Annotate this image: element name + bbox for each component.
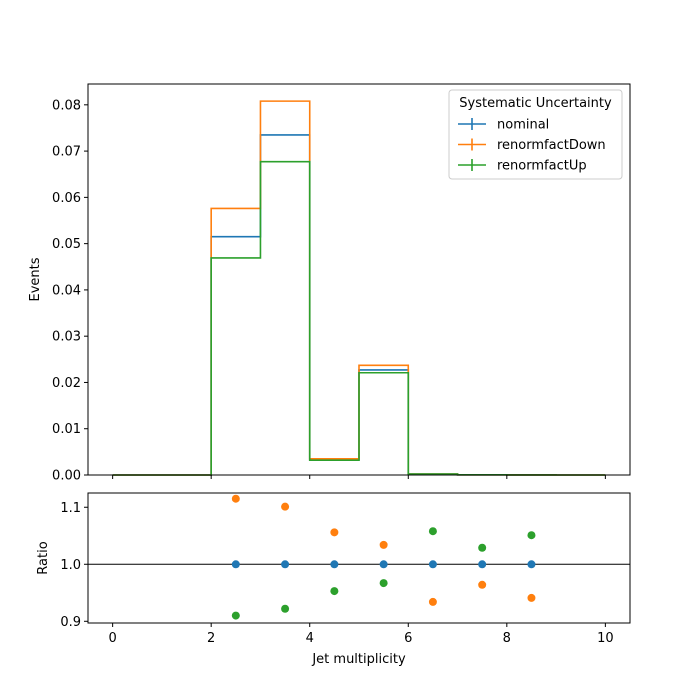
ratio-x-tick-label: 4 [306,631,314,646]
main-axes-frame [87,83,631,476]
legend-label-nominal: nominal [497,118,549,133]
ratio-x-tick-label: 0 [108,631,116,646]
ratio-point-renormfactDown [478,580,487,589]
legend: Systematic Uncertainty nominal renormfactD… [448,89,623,180]
ratio-point-renormfactDown [330,528,339,537]
main-y-tick-label: 0.00 [52,469,81,484]
ratio-point-renormfactDown [428,597,437,606]
ratio-point-nominal [379,560,388,569]
main-y-axis-label: Events [28,257,43,301]
ratio-point-nominal [281,560,290,569]
ratio-point-renormfactUp [527,531,536,540]
ratio-point-renormfactDown [231,494,240,503]
ratio-x-tick-label: 8 [503,631,511,646]
main-y-tick-label: 0.03 [52,330,81,345]
main-y-tick-label: 0.04 [52,283,81,298]
ratio-point-nominal [478,560,487,569]
ratio-point-renormfactUp [330,587,339,596]
ratio-point-renormfactDown [379,540,388,549]
legend-label-renormfactDown: renormfactDown [497,138,606,153]
ratio-point-renormfactDown [527,593,536,602]
ratio-y-tick-label: 1.0 [60,558,81,573]
histogram-renormfactUp [112,160,606,476]
legend-box [448,89,623,180]
ratio-x-axis-label: Jet multiplicity [311,652,406,667]
ratio-point-nominal [231,560,240,569]
ratio-point-renormfactUp [379,579,388,588]
ratio-axes-frame [87,492,631,624]
main-plot-panel: 0.00 0.01 0.02 0.03 0.04 0.05 0.06 0.07 0.08 Even… [28,83,631,484]
ratio-point-nominal [428,560,437,569]
main-y-tick-label: 0.05 [52,237,81,252]
ratio-x-tick-label: 6 [404,631,412,646]
ratio-y-axis-label: Ratio [36,541,51,574]
main-y-tick-label: 0.02 [52,376,81,391]
ratio-point-renormfactUp [231,611,240,620]
ratio-point-renormfactDown [281,502,290,511]
main-y-tick-label: 0.06 [52,191,81,206]
ratio-point-renormfactUp [428,527,437,536]
ratio-x-tick-label: 10 [597,631,614,646]
ratio-plot-panel: 0 2 4 6 8 10 0.9 1.0 1.1 Jet multiplicity Ratio [36,492,631,667]
ratio-point-nominal [527,560,536,569]
ratio-point-renormfactUp [478,543,487,552]
main-y-tick-label: 0.08 [52,98,81,113]
main-y-tick-label: 0.07 [52,145,81,160]
ratio-y-tick-label: 1.1 [60,501,81,516]
legend-title: Systematic Uncertainty [459,96,612,111]
ratio-point-renormfactUp [281,604,290,613]
main-y-tick-label: 0.01 [52,422,81,437]
ratio-point-nominal [330,560,339,569]
ratio-y-tick-label: 0.9 [60,615,81,630]
ratio-x-tick-label: 2 [207,631,215,646]
legend-label-renormfactUp: renormfactUp [497,159,587,174]
